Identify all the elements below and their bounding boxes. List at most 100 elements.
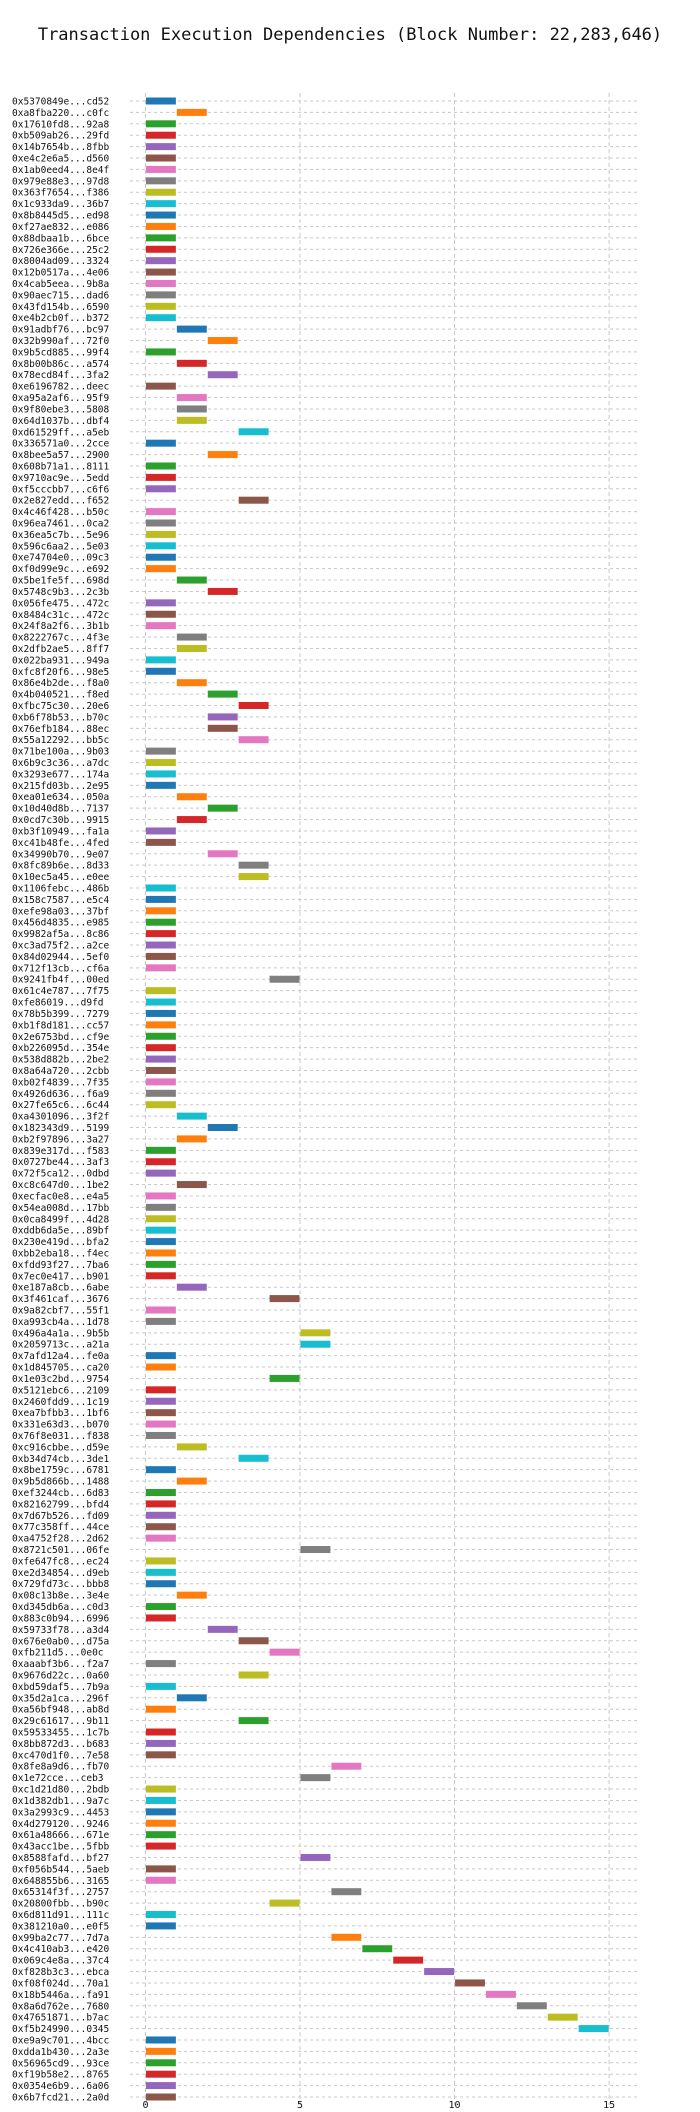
transaction-bar [145,1055,176,1063]
transaction-bar [145,553,176,561]
transaction-bar [145,1682,176,1690]
transaction-bar [145,188,176,196]
transaction-bar [238,861,269,869]
transaction-bar [207,451,238,459]
transaction-bar [145,1409,176,1417]
transaction-bar [145,1089,176,1097]
transaction-hash-label: 0x78ecd84f...3fa2 [12,370,109,381]
transaction-hash-label: 0xfc8f20f6...98e5 [12,667,109,678]
transaction-bar [238,1717,269,1725]
transaction-hash-label: 0x726e366e...25c2 [12,245,109,256]
transaction-bar [145,1739,176,1747]
transaction-hash-label: 0x9a82cbf7...55f1 [12,1306,110,1317]
transaction-bar [145,610,176,618]
transaction-hash-label: 0xf0d99e9c...e692 [12,564,109,575]
transaction-hash-label: 0xb02f4839...7f35 [12,1077,109,1088]
transaction-bar [176,1443,207,1451]
transaction-bar [145,1032,176,1040]
transaction-hash-label: 0x59533455...1c7b [12,1728,110,1739]
transaction-hash-label: 0xddb6da5e...89bf [12,1226,109,1237]
transaction-bar [207,804,238,812]
transaction-bar [145,1044,176,1052]
transaction-hash-label: 0x8bee5a57...2900 [12,450,110,461]
transaction-bar [207,371,238,379]
transaction-bar [145,781,176,789]
transaction-bar [145,1796,176,1804]
transaction-bar [145,2082,176,2090]
transaction-hash-label: 0x5370849e...cd52 [12,97,109,108]
transaction-bar [145,1511,176,1519]
transaction-hash-label: 0x2e6753bd...cf9e [12,1032,110,1043]
transaction-hash-label: 0xaaabf3b6...f2a7 [12,1659,109,1670]
transaction-hash-label: 0x43acc1be...5fbb [12,1842,110,1853]
transaction-hash-label: 0x7ec0e417...b901 [12,1271,110,1282]
transaction-hash-label: 0x9241fb4f...00ed [12,975,109,986]
transaction-hash-label: 0xa56bf948...ab8d [12,1705,109,1716]
y-axis-labels: 0x5370849e...cd520xa8fba220...c0fc0x1761… [12,97,110,2104]
transaction-bar [269,1374,300,1382]
transaction-bar [145,1169,176,1177]
transaction-bar [300,1340,331,1348]
transaction-bar [176,1135,207,1143]
transaction-bar [176,325,207,333]
transaction-bar [145,2093,176,2101]
transaction-bar [145,622,176,630]
transaction-bar [145,1911,176,1919]
transaction-bar [145,291,176,299]
transaction-bar [176,1283,207,1291]
transaction-hash-label: 0xc41b48fe...4fed [12,838,109,849]
transaction-hash-label: 0xf056b544...5aeb [12,1864,110,1875]
transaction-hash-label: 0xef3244cb...6d83 [12,1488,109,1499]
transaction-hash-label: 0x10ec5a45...e0ee [12,872,110,883]
transaction-hash-label: 0xe6196782...deec [12,382,109,393]
transaction-hash-label: 0xc8c647d0...1be2 [12,1180,109,1191]
transaction-hash-label: 0x608b71a1...8111 [12,461,110,472]
transaction-hash-label: 0x72f5ca12...0dbd [12,1169,109,1180]
transaction-bar [207,690,238,698]
transaction-bar [145,268,176,276]
transaction-hash-label: 0xfdd93f27...7ba6 [12,1260,110,1271]
transaction-hash-label: 0x8588fafd...bf27 [12,1853,109,1864]
transaction-bar [145,941,176,949]
transaction-bar [145,565,176,573]
transaction-bar [145,245,176,253]
transaction-hash-label: 0x8222767c...4f3e [12,633,110,644]
chart-title: Transaction Execution Dependencies (Bloc… [38,25,662,45]
transaction-bar [207,713,238,721]
transaction-bar [145,1876,176,1884]
transaction-bar [485,1990,516,1998]
transaction-hash-label: 0x34990b70...9e07 [12,849,109,860]
transaction-bar [145,1705,176,1713]
transaction-bar [238,1454,269,1462]
transaction-bar [145,279,176,287]
transaction-hash-label: 0xb3f10949...fa1a [12,826,109,837]
transaction-bar [176,359,207,367]
transaction-hash-label: 0x71be100a...9b03 [12,747,109,758]
transaction-hash-label: 0x8bb872d3...b683 [12,1739,109,1750]
transaction-hash-label: 0x9982af5a...8c86 [12,929,110,940]
transaction-bar [145,1466,176,1474]
transaction-hash-label: 0x55a12292...bb5c [12,735,109,746]
transaction-hash-label: 0x54ea008d...17bb [12,1203,110,1214]
transaction-bar [176,1694,207,1702]
transaction-bar [145,485,176,493]
transaction-hash-label: 0xb226095d...354e [12,1043,110,1054]
transaction-hash-label: 0x0cd7c30b...9915 [12,815,109,826]
transaction-hash-label: 0x29c61617...9b11 [12,1716,110,1727]
transaction-hash-label: 0x8b00b86c...a574 [12,359,110,370]
transaction-hash-label: 0xf828b3c3...ebca [12,1967,109,1978]
transaction-bar [176,394,207,402]
transaction-bar [145,1260,176,1268]
transaction-hash-label: 0xe4b2cb0f...b372 [12,313,109,324]
transaction-bar [145,1158,176,1166]
transaction-bar [145,1306,176,1314]
transaction-hash-label: 0x596c6aa2...5e03 [12,541,109,552]
transaction-bar [145,2047,176,2055]
transaction-hash-label: 0x99ba2c77...7d7a [12,1933,109,1944]
transaction-bar [238,702,269,710]
transaction-bar [145,302,176,310]
transaction-hash-label: 0x32b990af...72f0 [12,336,110,347]
transaction-hash-label: 0xa95a2af6...95f9 [12,393,110,404]
transaction-hash-label: 0x0354e6b9...6a06 [12,2081,110,2092]
transaction-hash-label: 0x43fd154b...6590 [12,302,110,313]
